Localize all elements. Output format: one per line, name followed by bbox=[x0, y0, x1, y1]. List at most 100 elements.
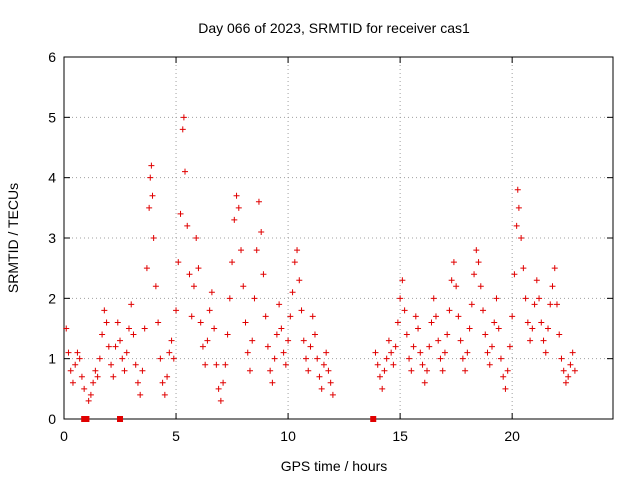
data-point bbox=[296, 277, 303, 284]
data-point bbox=[446, 307, 453, 314]
data-point bbox=[417, 349, 424, 356]
data-point bbox=[477, 283, 484, 290]
data-point bbox=[475, 259, 482, 266]
data-point bbox=[251, 295, 258, 302]
data-point bbox=[101, 307, 108, 314]
y-tick-label: 6 bbox=[48, 49, 56, 65]
data-point bbox=[157, 355, 164, 362]
y-tick-label: 5 bbox=[48, 109, 56, 125]
data-point bbox=[500, 373, 507, 380]
data-point bbox=[399, 277, 406, 284]
data-point bbox=[484, 349, 491, 356]
data-point bbox=[285, 337, 292, 344]
data-point bbox=[177, 210, 184, 217]
data-point bbox=[143, 265, 150, 272]
data-point bbox=[78, 373, 85, 380]
data-point bbox=[132, 361, 139, 368]
data-point bbox=[506, 343, 513, 350]
data-point bbox=[488, 343, 495, 350]
data-point bbox=[224, 331, 231, 338]
data-point bbox=[397, 295, 404, 302]
data-point bbox=[87, 391, 94, 398]
data-point bbox=[471, 271, 478, 278]
y-tick-label: 3 bbox=[48, 230, 56, 246]
data-point bbox=[108, 361, 115, 368]
data-point bbox=[426, 343, 433, 350]
data-point bbox=[260, 271, 267, 278]
data-point bbox=[515, 204, 522, 211]
data-point bbox=[125, 325, 132, 332]
data-point bbox=[168, 337, 175, 344]
data-point bbox=[459, 355, 466, 362]
data-point bbox=[412, 313, 419, 320]
data-point bbox=[466, 325, 473, 332]
data-point bbox=[74, 349, 81, 356]
data-point bbox=[231, 216, 238, 223]
data-point bbox=[164, 373, 171, 380]
data-point bbox=[372, 349, 379, 356]
x-tick-label: 20 bbox=[504, 428, 520, 444]
data-point bbox=[184, 222, 191, 229]
x-axis-label: GPS time / hours bbox=[281, 458, 388, 474]
data-point bbox=[424, 367, 431, 374]
data-point bbox=[179, 126, 186, 133]
data-point bbox=[206, 307, 213, 314]
data-point bbox=[491, 319, 498, 326]
x-tick-label: 15 bbox=[392, 428, 408, 444]
data-point bbox=[193, 235, 200, 241]
data-point bbox=[173, 307, 180, 314]
data-point bbox=[390, 361, 397, 368]
data-point bbox=[253, 247, 260, 254]
data-point bbox=[180, 114, 187, 121]
data-point bbox=[318, 385, 325, 392]
data-point bbox=[130, 331, 137, 338]
chart-title: Day 066 of 2023, SRMTID for receiver cas… bbox=[198, 20, 470, 36]
data-point bbox=[294, 247, 301, 254]
data-point bbox=[406, 355, 413, 362]
data-point bbox=[309, 313, 316, 320]
data-point bbox=[388, 349, 395, 356]
data-point bbox=[76, 355, 83, 362]
data-point bbox=[547, 301, 554, 308]
data-point bbox=[242, 319, 249, 326]
data-point bbox=[186, 271, 193, 278]
data-point bbox=[531, 301, 538, 308]
data-point bbox=[69, 379, 76, 386]
data-point bbox=[553, 301, 560, 308]
data-point bbox=[562, 379, 569, 386]
data-point bbox=[374, 361, 381, 368]
data-point bbox=[226, 295, 233, 302]
data-point bbox=[65, 349, 72, 356]
data-point bbox=[269, 379, 276, 386]
data-point bbox=[441, 349, 448, 356]
data-point bbox=[569, 349, 576, 356]
data-point bbox=[493, 295, 500, 302]
data-point bbox=[410, 343, 417, 350]
data-point bbox=[119, 355, 126, 362]
data-point bbox=[67, 367, 74, 374]
data-point bbox=[166, 349, 173, 356]
data-points bbox=[63, 114, 578, 422]
data-point bbox=[464, 349, 471, 356]
data-point bbox=[282, 361, 289, 368]
data-point bbox=[419, 361, 426, 368]
data-point bbox=[527, 337, 534, 344]
data-point bbox=[571, 367, 578, 374]
data-point bbox=[105, 343, 112, 350]
data-point bbox=[233, 192, 240, 199]
data-point bbox=[128, 301, 135, 308]
data-point bbox=[468, 301, 475, 308]
data-point bbox=[267, 367, 274, 374]
data-point bbox=[215, 385, 222, 392]
data-point bbox=[141, 325, 148, 332]
data-point bbox=[81, 385, 88, 392]
data-point bbox=[482, 331, 489, 338]
data-point bbox=[376, 373, 383, 380]
data-point bbox=[195, 265, 202, 272]
data-point bbox=[430, 295, 437, 302]
data-point bbox=[320, 361, 327, 368]
data-point bbox=[147, 174, 154, 181]
data-point bbox=[278, 325, 285, 332]
data-point bbox=[213, 361, 220, 368]
